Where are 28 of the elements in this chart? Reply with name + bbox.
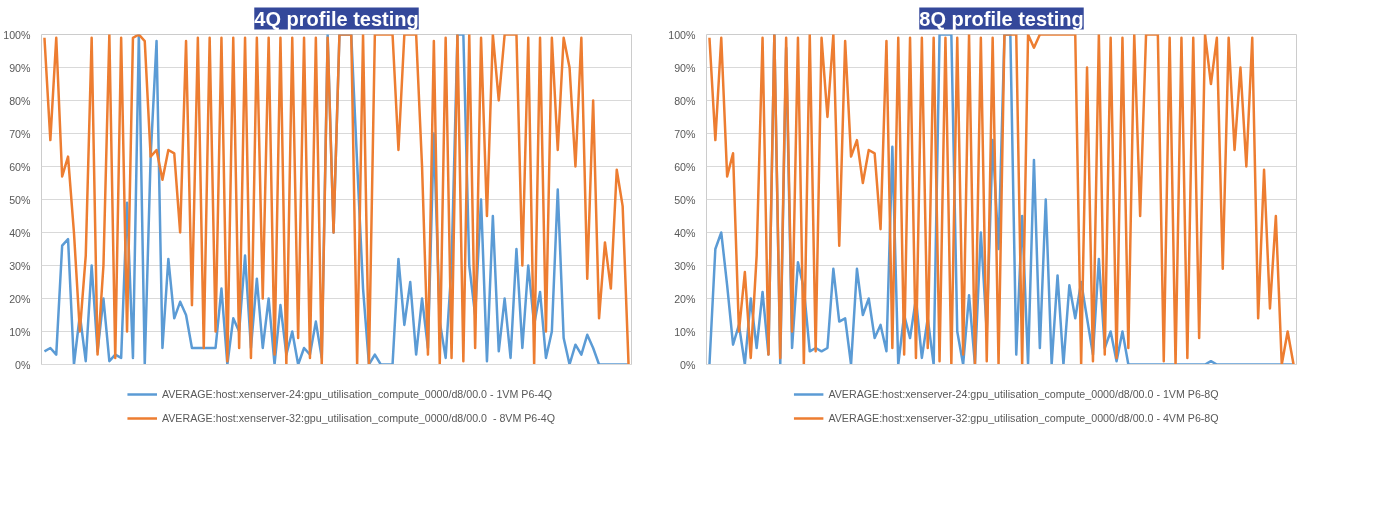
y-tick-label: 0% [15, 358, 32, 371]
y-tick-label: 80% [674, 94, 697, 107]
y-tick-label: 100% [3, 28, 32, 41]
y-tick-label: 20% [9, 292, 32, 305]
y-tick-label: 50% [9, 193, 32, 206]
y-tick-label: 0% [680, 358, 697, 371]
y-tick-label: 60% [674, 160, 697, 173]
y-tick-label: 10% [9, 325, 32, 338]
y-tick-label: 30% [674, 259, 697, 272]
y-tick-label: 40% [674, 226, 697, 239]
y-tick-label: 20% [674, 292, 697, 305]
legend-label: AVERAGE:host:xenserver-24:gpu_utilisation_compute_0000/d8/00.0 - 1VM P6-8Q [828, 388, 1219, 400]
chart-title: 8Q profile testing [919, 7, 1084, 30]
y-tick-label: 50% [674, 193, 697, 206]
y-tick-label: 90% [674, 61, 697, 74]
legend-label: AVERAGE:host:xenserver-32:gpu_utilisation_compute_0000/d8/00.0 - 4VM P6-8Q [828, 412, 1219, 424]
y-tick-label: 30% [9, 259, 32, 272]
legend-label: AVERAGE:host:xenserver-24:gpu_utilisation_compute_0000/d8/00.0 - 1VM P6-4Q [161, 388, 553, 400]
y-tick-label: 90% [9, 61, 32, 74]
chart-title: 4Q profile testing [254, 7, 419, 30]
y-tick-label: 100% [668, 28, 697, 41]
y-tick-label: 40% [9, 226, 32, 239]
y-tick-label: 70% [9, 127, 32, 140]
y-tick-label: 10% [674, 325, 697, 338]
y-tick-label: 80% [9, 94, 32, 107]
y-tick-label: 60% [9, 160, 32, 173]
y-tick-label: 70% [674, 127, 697, 140]
legend-label: AVERAGE:host:xenserver-32:gpu_utilisation_compute_0000/d8/00.0 - 8VM P6-4Q [161, 412, 556, 424]
